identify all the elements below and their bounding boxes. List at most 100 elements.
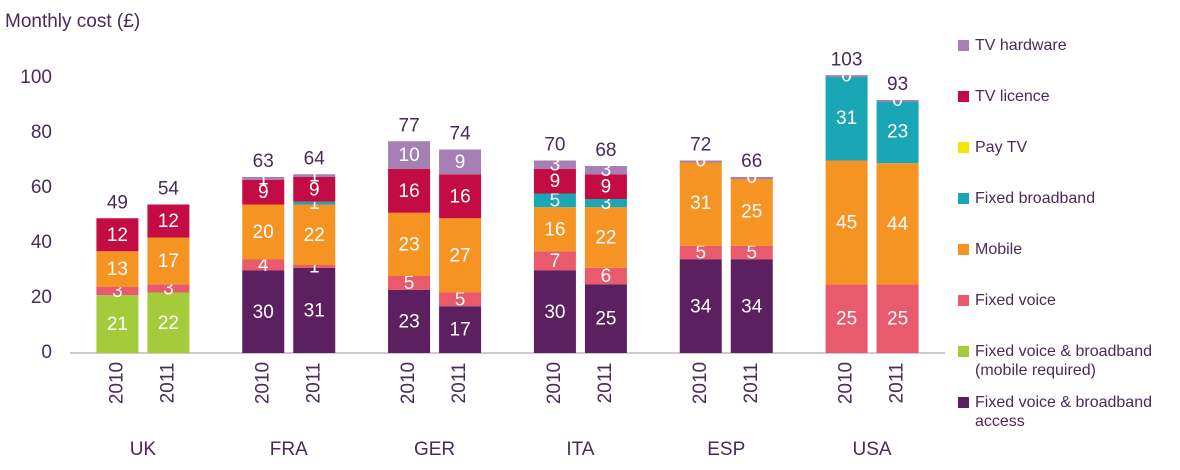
bar-segment bbox=[242, 179, 285, 205]
bar-segment bbox=[533, 270, 576, 353]
bar-segment bbox=[679, 245, 722, 260]
data-label: 5 bbox=[550, 190, 561, 211]
group-label: FRA bbox=[270, 439, 308, 460]
legend-swatch bbox=[958, 40, 969, 51]
bar-segment bbox=[533, 193, 576, 208]
data-label: 0 bbox=[892, 90, 903, 111]
data-label: 17 bbox=[450, 320, 471, 341]
group-label: UK bbox=[130, 439, 157, 460]
data-label: 3 bbox=[112, 281, 123, 302]
x-tick-label: 2011 bbox=[157, 363, 178, 404]
data-label: 44 bbox=[887, 214, 909, 235]
bar-segment bbox=[876, 100, 919, 102]
data-label: 10 bbox=[399, 145, 420, 166]
data-label: 0 bbox=[841, 65, 852, 86]
y-tick-label: 80 bbox=[31, 122, 52, 143]
total-label: 72 bbox=[690, 135, 711, 156]
x-tick-label: 2010 bbox=[690, 362, 711, 404]
y-tick-label: 40 bbox=[31, 232, 52, 253]
data-label: 4 bbox=[258, 255, 269, 276]
bar-segment bbox=[293, 201, 336, 205]
legend-item: Fixed broadband bbox=[958, 189, 1173, 240]
total-label: 103 bbox=[831, 49, 863, 70]
data-label: 16 bbox=[450, 186, 471, 207]
data-label: 25 bbox=[836, 309, 857, 330]
legend-item: Mobile bbox=[958, 240, 1173, 291]
legend-label: TV licence bbox=[975, 88, 1050, 105]
y-tick-label: 0 bbox=[41, 342, 52, 363]
legend-item: Fixed voice bbox=[958, 291, 1173, 342]
legend-item: Fixed voice & broadband (mobile required… bbox=[958, 342, 1173, 393]
data-label: 9 bbox=[601, 177, 612, 198]
data-label: 5 bbox=[695, 243, 706, 264]
bar-segment bbox=[679, 160, 722, 163]
legend-label: Fixed voice bbox=[975, 292, 1056, 309]
legend-swatch bbox=[958, 142, 969, 153]
data-label: 22 bbox=[595, 228, 616, 249]
legend-item: Fixed voice & broadband access bbox=[958, 393, 1173, 444]
legend-swatch bbox=[958, 244, 969, 255]
data-label: 25 bbox=[595, 309, 616, 330]
total-label: 64 bbox=[304, 148, 326, 169]
bar-segment bbox=[242, 204, 285, 260]
bar-segment bbox=[147, 204, 190, 238]
bar-segment bbox=[533, 251, 576, 271]
bar-segment bbox=[293, 265, 336, 268]
group-label: GER bbox=[414, 439, 455, 460]
data-label: 23 bbox=[887, 122, 908, 143]
data-label: 16 bbox=[544, 219, 565, 240]
data-label: 9 bbox=[550, 171, 561, 192]
data-label: 5 bbox=[746, 243, 757, 264]
bar-segment bbox=[96, 218, 139, 252]
bar-segment bbox=[825, 284, 868, 353]
y-axis-label: Monthly cost (£) bbox=[5, 11, 140, 32]
bar-segment bbox=[730, 245, 773, 260]
bar-segment bbox=[293, 177, 336, 202]
total-label: 93 bbox=[887, 74, 908, 95]
bar-segment bbox=[584, 199, 627, 208]
legend-item: TV licence bbox=[958, 87, 1173, 138]
bar-segment bbox=[293, 204, 336, 265]
total-label: 77 bbox=[399, 115, 420, 136]
bar-segment bbox=[730, 177, 773, 179]
data-label: 31 bbox=[836, 108, 857, 129]
bar-segment bbox=[584, 284, 627, 353]
bar-segment bbox=[388, 141, 431, 169]
data-label: 3 bbox=[601, 160, 612, 181]
bar-segment bbox=[439, 149, 482, 175]
bar-segment bbox=[242, 270, 285, 353]
group-label: ESP bbox=[707, 439, 745, 460]
legend-item: TV hardware bbox=[958, 36, 1173, 87]
bar-segment bbox=[293, 267, 336, 353]
legend-item: Pay TV bbox=[958, 138, 1173, 189]
total-label: 54 bbox=[158, 179, 180, 200]
y-tick-label: 60 bbox=[31, 177, 52, 198]
bar-segment bbox=[825, 75, 868, 78]
data-label: 9 bbox=[309, 179, 320, 200]
bar-segment bbox=[679, 259, 722, 353]
legend-swatch bbox=[958, 295, 969, 306]
bar-segment bbox=[388, 212, 431, 276]
bar-segment bbox=[388, 276, 431, 290]
bar-segment bbox=[439, 306, 482, 353]
bar-segment bbox=[96, 295, 139, 353]
legend-label: Fixed broadband bbox=[975, 190, 1096, 207]
total-label: 70 bbox=[544, 135, 565, 156]
data-label: 5 bbox=[455, 289, 466, 310]
data-label: 7 bbox=[550, 251, 561, 272]
legend-swatch bbox=[958, 397, 969, 408]
data-label: 0 bbox=[746, 167, 757, 188]
data-label: 20 bbox=[253, 222, 274, 243]
y-tick-label: 20 bbox=[31, 287, 52, 308]
bar-segment bbox=[679, 160, 722, 246]
x-tick-label: 2011 bbox=[595, 363, 616, 404]
x-tick-label: 2010 bbox=[398, 362, 419, 404]
data-label: 21 bbox=[107, 314, 128, 335]
data-label: 34 bbox=[741, 296, 763, 317]
x-tick-label: 2010 bbox=[252, 362, 273, 404]
bar-segment bbox=[293, 174, 336, 177]
legend-label: TV hardware bbox=[975, 37, 1067, 54]
bar-segment bbox=[242, 177, 285, 180]
data-label: 25 bbox=[887, 309, 908, 330]
data-label: 22 bbox=[304, 225, 325, 246]
